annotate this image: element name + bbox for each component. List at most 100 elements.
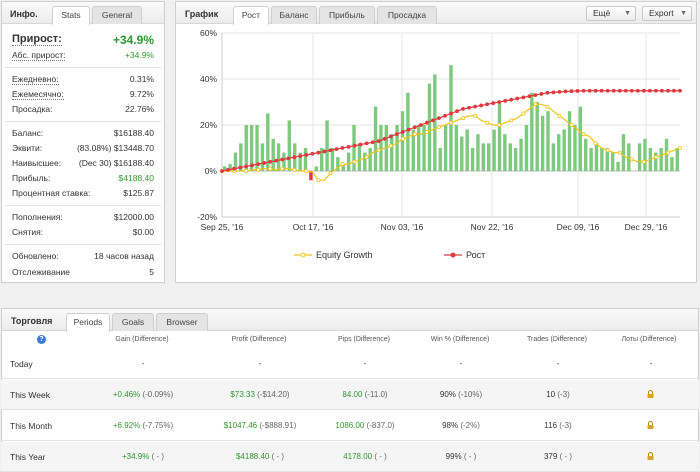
growth-bar [513, 148, 518, 171]
abs-gain-label[interactable]: Абс. прирост: [12, 50, 66, 61]
equity-point [533, 102, 538, 107]
growth-point [286, 156, 291, 161]
equity-point [412, 132, 417, 137]
x-tick-label: Dec 09, '16 [557, 222, 600, 232]
help-icon[interactable]: ? [37, 335, 46, 344]
x-tick-label: Nov 22, '16 [471, 222, 514, 232]
interest-label: Процентная ставка: [12, 188, 91, 198]
growth-bar [276, 143, 281, 171]
lock-icon [647, 390, 654, 398]
table-row: This Week +0.46% (-0.09%) $73.33 (-$14.20)… [1, 380, 699, 410]
growth-bar [368, 148, 372, 171]
cell-gain-value: - [141, 359, 145, 368]
cell-profit-diff: (-$14.20) [254, 390, 290, 399]
growth-bar [675, 148, 679, 171]
equity-point [328, 171, 333, 176]
chart-tabbar: График Рост Баланс Прибыль Просадка [176, 2, 696, 25]
growth-bar [551, 143, 556, 171]
tab-stats[interactable]: Stats [52, 6, 90, 25]
cell-gain: +0.46% (-0.09%) [83, 390, 203, 399]
growth-bar [400, 111, 405, 171]
equity-point [605, 148, 610, 153]
growth-bar [228, 164, 232, 171]
more-dropdown[interactable]: Ещё ▼ [586, 6, 636, 21]
legend-label: Рост [466, 250, 485, 260]
equity-point [593, 141, 598, 146]
growth-bar [519, 138, 523, 171]
growth-bar [287, 120, 292, 171]
growth-point [418, 123, 423, 127]
equity-point [665, 150, 670, 155]
growth-point [424, 120, 429, 125]
cell-trades: 116 (-3) [498, 421, 618, 430]
drawdown-row: Просадка: 22.76% [12, 104, 154, 116]
tab-browser[interactable]: Browser [156, 313, 208, 331]
cell-profit-value: $4188.40 [235, 452, 270, 461]
growth-point [545, 90, 550, 95]
growth-bar [481, 143, 486, 171]
y-tick-label: 60% [200, 28, 217, 38]
growth-point [485, 102, 490, 107]
growth-bar [271, 138, 275, 171]
lock-icon [647, 452, 654, 460]
growth-point [473, 104, 478, 109]
cell-pips: 1086.00 (-837.0) [305, 421, 425, 430]
withdrawals-value: $0.00 [132, 227, 154, 237]
tab-growth[interactable]: Рост [233, 6, 269, 25]
growth-bar [330, 148, 335, 171]
growth-point [274, 158, 279, 163]
tab-profit[interactable]: Прибыль [319, 6, 375, 24]
y-tick-label: 20% [200, 120, 217, 130]
growth-point [503, 98, 508, 103]
growth-point [238, 165, 242, 170]
tab-general[interactable]: General [92, 6, 142, 24]
cell-profit-value: $1047.46 [223, 421, 258, 430]
equity-point [677, 146, 682, 151]
table-row: This Year +34.9% ( - ) $4188.40 ( - ) 4178.… [1, 442, 699, 472]
monthly-label[interactable]: Ежемесячно: [12, 89, 64, 100]
growth-point [533, 93, 538, 97]
growth-point [400, 130, 405, 134]
growth-point [581, 88, 586, 93]
growth-point [406, 127, 411, 132]
growth-bar [567, 111, 572, 171]
growth-bar [670, 157, 674, 171]
daily-row: Ежедневно: 0.31% [12, 74, 154, 86]
more-label: Ещё [593, 8, 611, 18]
tab-balance[interactable]: Баланс [271, 6, 317, 24]
tab-drawdown[interactable]: Просадка [377, 6, 437, 24]
lock-icon [647, 421, 654, 429]
growth-point [527, 94, 532, 99]
tab-periods[interactable]: Periods [66, 313, 110, 332]
growth-point [599, 88, 604, 93]
growth-point [298, 154, 303, 158]
cell-profit: - [200, 359, 320, 368]
trading-tabbar: Торговля Periods Goals Browser [2, 309, 698, 332]
growth-bar [535, 102, 539, 171]
growth-bar [239, 143, 243, 171]
deposits-label: Пополнения: [12, 212, 63, 222]
cell-gain-diff: ( - ) [149, 452, 165, 461]
daily-label[interactable]: Ежедневно: [12, 74, 59, 85]
growth-point [557, 89, 562, 94]
export-dropdown[interactable]: Export ▼ [642, 6, 692, 21]
tab-goals[interactable]: Goals [112, 313, 154, 331]
growth-bar [470, 148, 475, 171]
growth-point [611, 88, 616, 93]
growth-bar [594, 143, 599, 171]
growth-point [509, 97, 514, 102]
equity-point [400, 136, 405, 141]
updated-row: Обновлено: 18 часов назад [12, 251, 154, 263]
chart-title: График [185, 9, 219, 19]
growth-bar [249, 125, 254, 171]
growth-point [364, 141, 369, 146]
growth-point [593, 88, 598, 93]
cell-pips: - [305, 359, 425, 368]
growth-bar [223, 166, 227, 171]
profit-label: Прибыль: [12, 173, 51, 183]
equity-point [617, 150, 622, 155]
growth-point [539, 92, 544, 96]
growth-point [491, 101, 496, 106]
gain-label[interactable]: Прирост: [12, 33, 62, 46]
growth-bar [600, 148, 604, 171]
